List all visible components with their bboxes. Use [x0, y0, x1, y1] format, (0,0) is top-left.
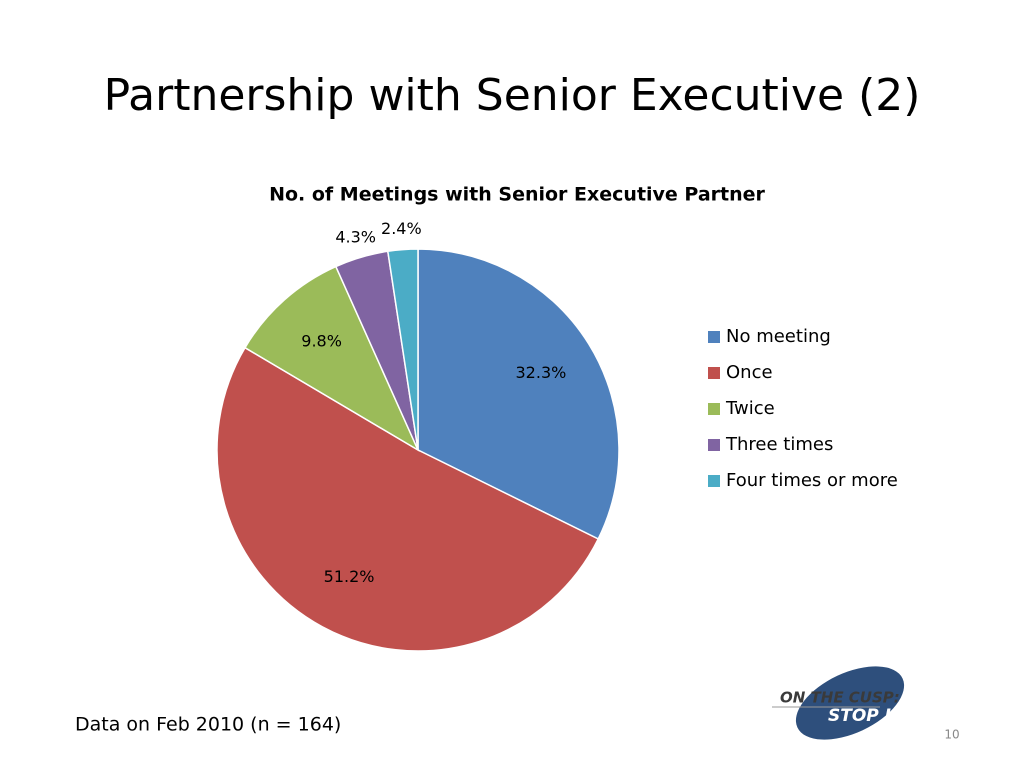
logo-text: STOP HAI [828, 706, 918, 726]
data-label: 9.8% [301, 332, 342, 351]
data-label: 2.4% [381, 219, 422, 238]
pie-slice [243, 265, 420, 452]
data-label: 4.3% [335, 227, 376, 246]
legend-label: Twice [725, 398, 775, 419]
legend-swatch [708, 403, 720, 415]
data-label: 32.3% [516, 363, 567, 382]
pie-slice [386, 248, 419, 451]
legend-swatch [708, 439, 720, 451]
pie-slice [417, 248, 620, 540]
legend-label: Once [726, 362, 773, 383]
chart-title: No. of Meetings with Senior Executive Pa… [269, 184, 765, 206]
legend-label: Three times [725, 434, 833, 455]
legend-swatch [708, 475, 720, 487]
legend-swatch [708, 331, 720, 343]
logo: ON THE CUSP: STOP HAI [772, 666, 918, 740]
slide-title: Partnership with Senior Executive (2) [104, 70, 921, 121]
logo-text: ON THE CUSP: [780, 689, 900, 707]
pie-chart: 32.3% 51.2% 9.8% 4.3% 2.4% No meeting Once Twic… [216, 219, 898, 652]
note: Data on Feb 2010 (n = 164) [75, 714, 341, 736]
legend-swatch [708, 367, 720, 379]
page-number: 10 [944, 728, 959, 742]
legend-label: No meeting [726, 326, 831, 347]
data-label: 51.2% [324, 567, 375, 586]
logo-ellipse [795, 666, 905, 740]
pie-slice [216, 346, 600, 652]
legend-label: Four times or more [726, 470, 898, 491]
